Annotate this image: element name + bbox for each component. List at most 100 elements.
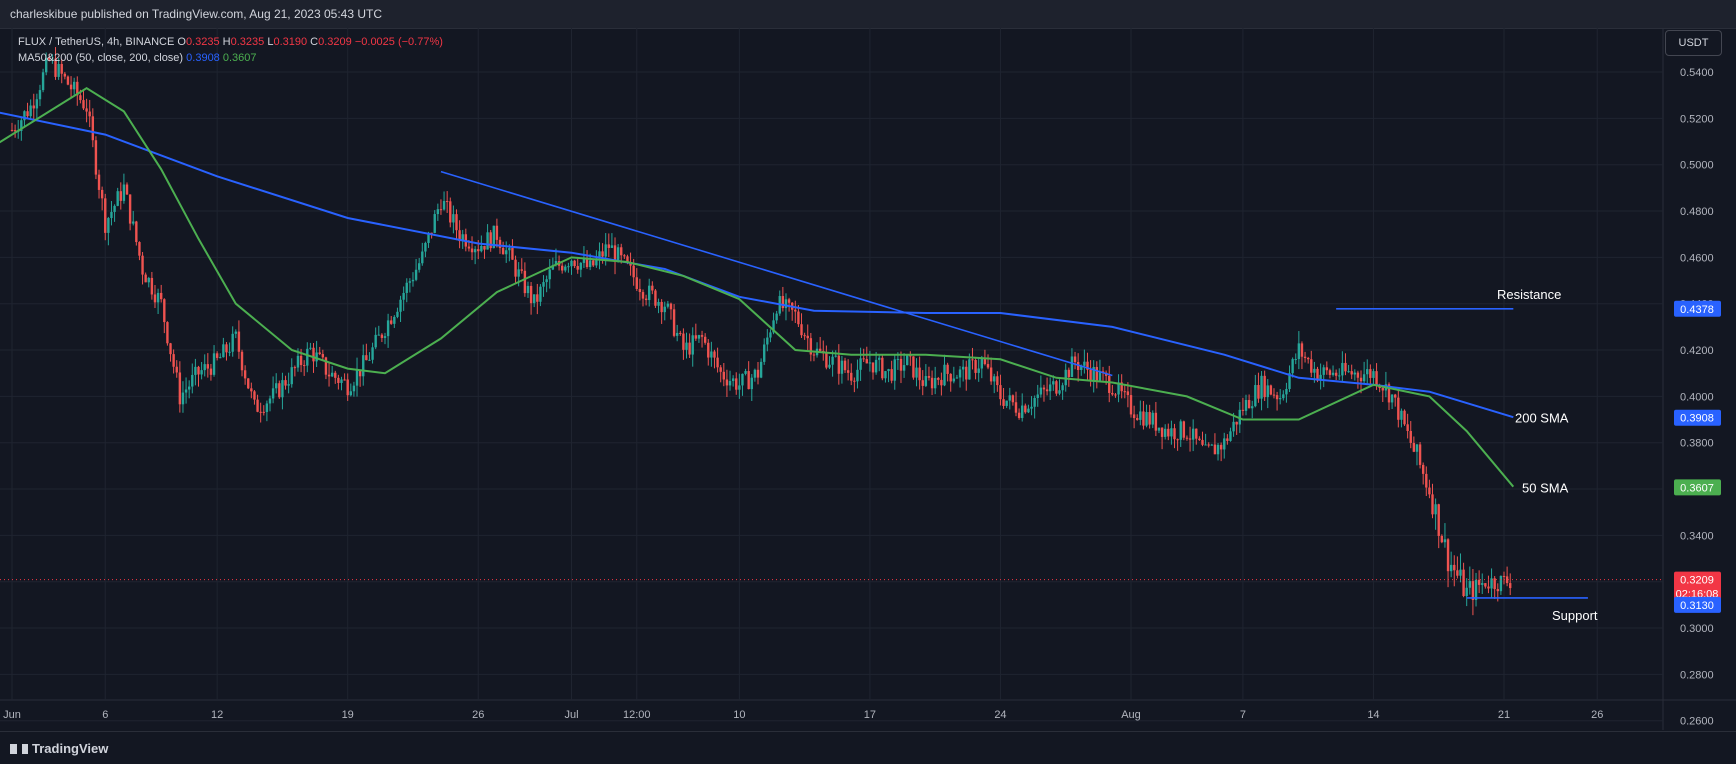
candle-body <box>536 294 539 302</box>
candle-body <box>48 58 51 60</box>
tradingview-logo[interactable]: TradingView <box>10 741 108 756</box>
candle-body <box>1437 504 1440 536</box>
candle-body <box>1403 410 1406 425</box>
ma-indicator-label[interactable]: MA50&200 (50, close, 200, close) <box>18 52 184 64</box>
candle-body <box>1142 411 1145 426</box>
candle-body <box>166 322 169 344</box>
y-axis: 0.54000.52000.50000.48000.46000.44000.42… <box>1680 67 1714 728</box>
chart-area[interactable]: 0.54000.52000.50000.48000.46000.44000.42… <box>0 28 1736 730</box>
candle-body <box>82 100 85 109</box>
candle-body <box>1409 430 1412 443</box>
candle-body <box>144 274 147 283</box>
candle-body <box>312 347 315 362</box>
candle-body <box>399 299 402 312</box>
chart-legend: FLUX / TetherUS, 4h, BINANCE O0.3235 H0.… <box>18 34 443 66</box>
candle-body <box>132 221 135 224</box>
candle-body <box>1201 439 1204 445</box>
candle-body <box>1173 428 1176 440</box>
candle-body <box>1279 398 1282 400</box>
candle-body <box>483 246 486 250</box>
candle-body <box>1089 369 1092 382</box>
candle-body <box>620 247 623 256</box>
candle-body <box>759 361 763 378</box>
candle-body <box>1219 444 1223 450</box>
candle-body <box>703 336 707 343</box>
candle-body <box>495 225 499 240</box>
low-value: 0.3190 <box>273 36 308 48</box>
candle-body <box>225 344 228 353</box>
candle-body <box>1418 444 1422 465</box>
candle-body <box>327 374 331 377</box>
candle-body <box>1014 402 1018 413</box>
candle-body <box>79 95 82 101</box>
candle-body <box>1369 369 1372 378</box>
candle-body <box>306 348 309 366</box>
candle-body <box>937 377 940 380</box>
candle-body <box>1213 444 1217 455</box>
candle-body <box>943 364 946 386</box>
brand-name: TradingView <box>32 741 109 756</box>
candle-body <box>707 342 710 358</box>
candle-body <box>128 194 132 224</box>
candle-body <box>206 364 210 369</box>
candle-body <box>371 347 374 360</box>
candle-body <box>278 383 281 398</box>
candle-body <box>738 385 741 390</box>
candle-body <box>651 285 654 291</box>
low-label: L <box>267 36 274 48</box>
x-tick-label: Jun <box>3 709 21 721</box>
candle-body <box>797 311 800 325</box>
candle-body <box>1123 391 1126 393</box>
candle-body <box>1397 397 1400 420</box>
candle-body <box>533 294 536 304</box>
candle-body <box>1151 412 1154 425</box>
candle-body <box>1055 381 1058 394</box>
candle-body <box>567 266 570 268</box>
candle-body <box>548 269 551 280</box>
candle-body <box>977 368 980 373</box>
candle-body <box>430 232 433 234</box>
candle-body <box>377 334 380 336</box>
x-axis: Jun 6 12 19 26 Jul 12:00 10 17 24 Aug 7 14 21 26 <box>3 709 1603 721</box>
candle-body <box>187 386 191 390</box>
y-tick-label: 0.2600 <box>1680 716 1714 728</box>
candle-body <box>710 351 713 358</box>
symbol-label[interactable]: FLUX / TetherUS, 4h, BINANCE <box>18 36 175 48</box>
candle-body <box>1347 371 1350 373</box>
x-tick-label: 7 <box>1240 709 1246 721</box>
candle-body <box>930 377 934 389</box>
candle-body <box>825 353 828 368</box>
candle-body <box>592 260 595 266</box>
candle-body <box>1061 385 1064 391</box>
candle-body <box>775 313 778 321</box>
candle-body <box>1431 494 1434 515</box>
candle-body <box>564 266 567 271</box>
candle-body <box>433 214 436 233</box>
candle-body <box>859 358 862 370</box>
candle-body <box>54 58 57 77</box>
candle-body <box>393 316 396 324</box>
candle-body <box>110 211 113 219</box>
candle-body <box>402 292 405 300</box>
candle-body <box>1076 362 1080 370</box>
candle-body <box>1362 374 1366 382</box>
candle-body <box>769 332 772 338</box>
price-chart[interactable]: 0.54000.52000.50000.48000.46000.44000.42… <box>0 28 1736 730</box>
candle-body <box>912 356 915 378</box>
candle-body <box>293 367 297 369</box>
candle-body <box>1490 578 1493 589</box>
candle-body <box>501 247 505 255</box>
candle-body <box>362 355 365 377</box>
candle-body <box>91 116 95 141</box>
candle-body <box>828 364 831 368</box>
candle-body <box>803 335 806 337</box>
currency-button[interactable]: USDT <box>1665 30 1722 56</box>
change-value: −0.0025 (−0.77%) <box>354 36 443 48</box>
candle-body <box>458 230 461 242</box>
sma50-badge: 0.3607 <box>1680 482 1714 494</box>
candle-body <box>669 303 673 310</box>
candle-body <box>691 335 694 355</box>
candle-body <box>993 376 996 382</box>
candle-body <box>1170 428 1173 437</box>
candle-body <box>800 324 803 336</box>
